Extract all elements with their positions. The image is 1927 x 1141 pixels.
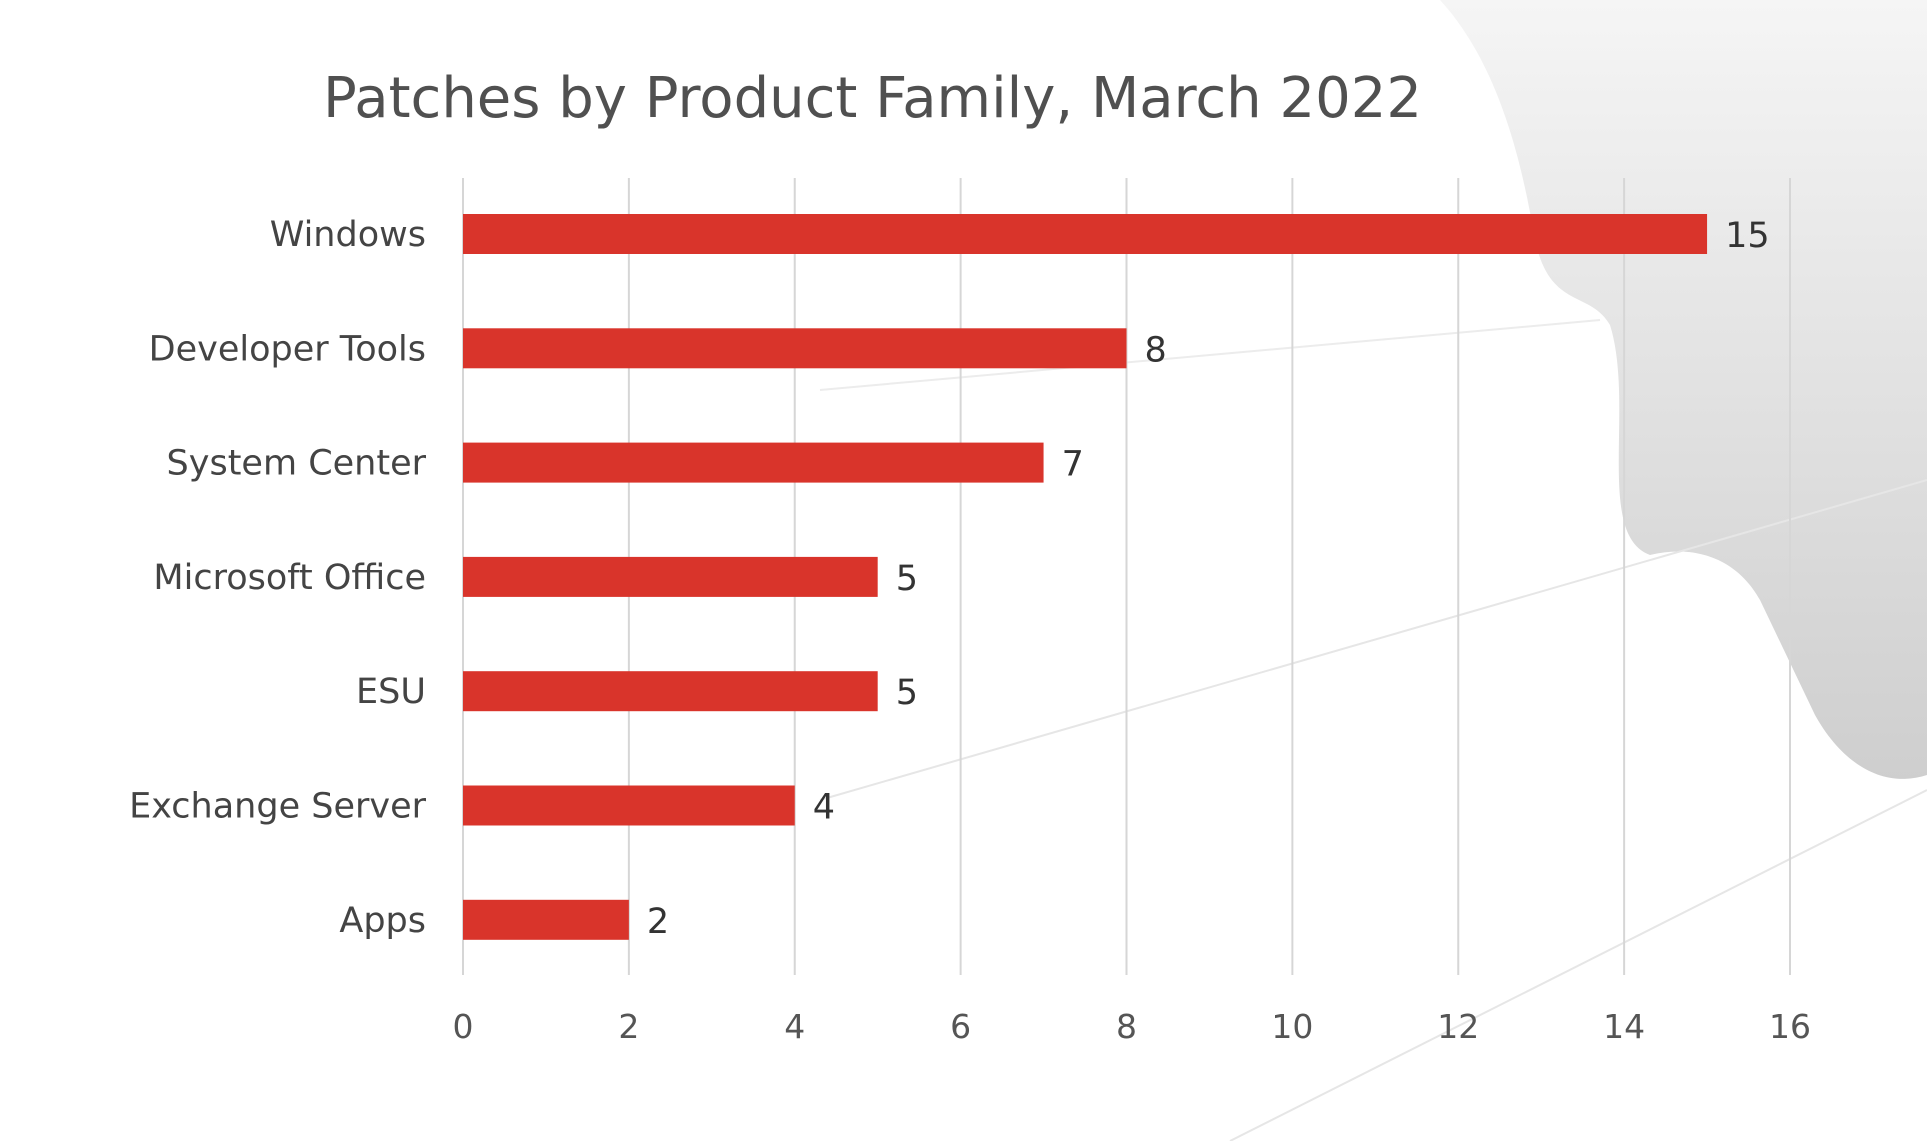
background-ray — [819, 479, 1927, 801]
x-tick-label: 8 — [1116, 1007, 1137, 1046]
x-tick-label: 10 — [1271, 1007, 1313, 1046]
bar — [463, 899, 629, 940]
bars — [463, 214, 1708, 940]
data-label: 7 — [1062, 445, 1084, 485]
grid — [462, 178, 1791, 975]
category-label: Developer Tools — [149, 329, 426, 369]
value-labels: 15 8 7 5 5 4 2 — [647, 216, 1770, 942]
bar — [463, 442, 1044, 483]
data-label: 5 — [896, 673, 918, 713]
bar — [463, 785, 795, 826]
category-label: Exchange Server — [129, 787, 427, 827]
bar — [463, 328, 1127, 369]
category-label: ESU — [356, 672, 426, 712]
bar — [463, 671, 878, 712]
background-swoosh-shape — [1440, 0, 1927, 779]
x-tick-label: 6 — [950, 1007, 971, 1046]
x-axis-ticks: 0 2 4 6 8 10 12 14 16 — [453, 1007, 1812, 1046]
x-tick-label: 14 — [1603, 1007, 1645, 1046]
data-label: 15 — [1725, 216, 1770, 256]
category-label: System Center — [167, 444, 427, 484]
data-label: 8 — [1145, 330, 1167, 370]
data-label: 5 — [896, 559, 918, 599]
category-label: Windows — [270, 215, 426, 255]
background-ray — [819, 319, 1601, 391]
background-ray — [1229, 789, 1927, 1141]
x-tick-label: 12 — [1437, 1007, 1479, 1046]
chart-title: Patches by Product Family, March 2022 — [323, 66, 1422, 131]
category-labels: Windows Developer Tools System Center Micro… — [129, 215, 427, 941]
category-label: Apps — [339, 901, 426, 941]
bar — [463, 214, 1708, 254]
data-label: 2 — [647, 902, 669, 942]
x-tick-label: 0 — [453, 1007, 474, 1046]
x-tick-label: 4 — [784, 1007, 805, 1046]
category-label: Microsoft Office — [153, 558, 426, 598]
x-tick-label: 16 — [1769, 1007, 1811, 1046]
bar — [463, 556, 878, 597]
background-decoration — [819, 0, 1927, 1141]
x-tick-label: 2 — [618, 1007, 639, 1046]
data-label: 4 — [813, 788, 835, 828]
